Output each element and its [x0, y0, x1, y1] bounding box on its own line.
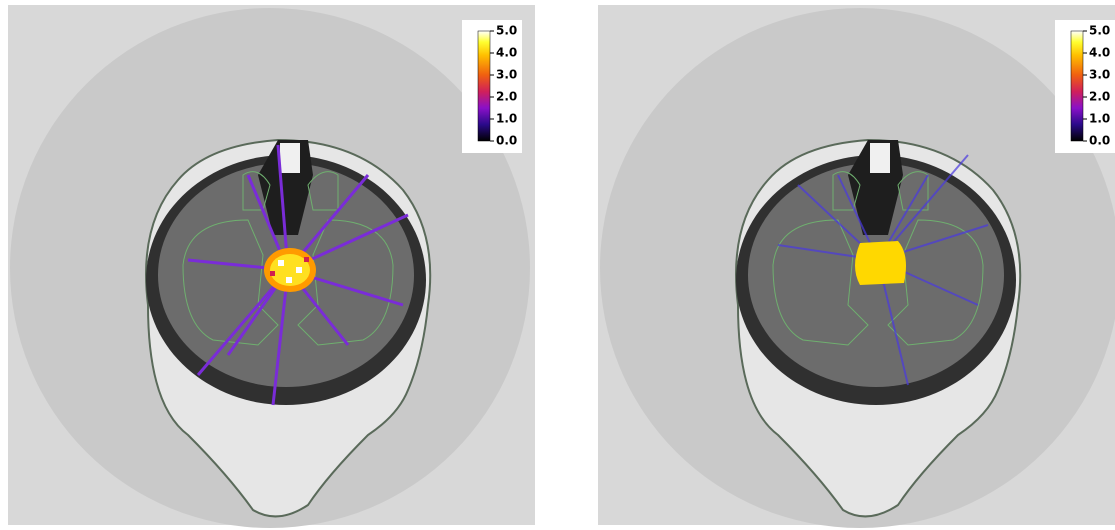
- colorbar-tick-label: 0.0: [1089, 134, 1110, 148]
- colorbar-box: [462, 20, 522, 153]
- panel: [597, 4, 1115, 529]
- colorbar-tick-label: 3.0: [496, 68, 517, 82]
- hot-spot: [264, 248, 316, 292]
- colorbar-tick-label: 4.0: [1089, 46, 1110, 60]
- colorbar-box: [1055, 20, 1115, 153]
- colorbar-tick-label: 5.0: [496, 24, 517, 38]
- colorbar-tick-label: 1.0: [1089, 112, 1110, 126]
- colorbar-gradient: [477, 30, 491, 142]
- colorbar-tick-label: 4.0: [496, 46, 517, 60]
- colorbar: 5.0 4.0 3.0 2.0 1.0 0.0: [462, 20, 522, 153]
- colorbar: 5.0 4.0 3.0 2.0 1.0 0.0: [1055, 20, 1115, 153]
- colorbar-tick-label: 5.0: [1089, 24, 1110, 38]
- colorbar-tick-label: 0.0: [496, 134, 517, 148]
- hot-spot: [855, 241, 906, 285]
- colorbar-tick-label: 2.0: [496, 90, 517, 104]
- panel: [7, 4, 536, 529]
- colorbar-tick-label: 2.0: [1089, 90, 1110, 104]
- colorbar-tick-label: 1.0: [496, 112, 517, 126]
- colorbar-gradient: [1070, 30, 1084, 142]
- colorbar-tick-label: 3.0: [1089, 68, 1110, 82]
